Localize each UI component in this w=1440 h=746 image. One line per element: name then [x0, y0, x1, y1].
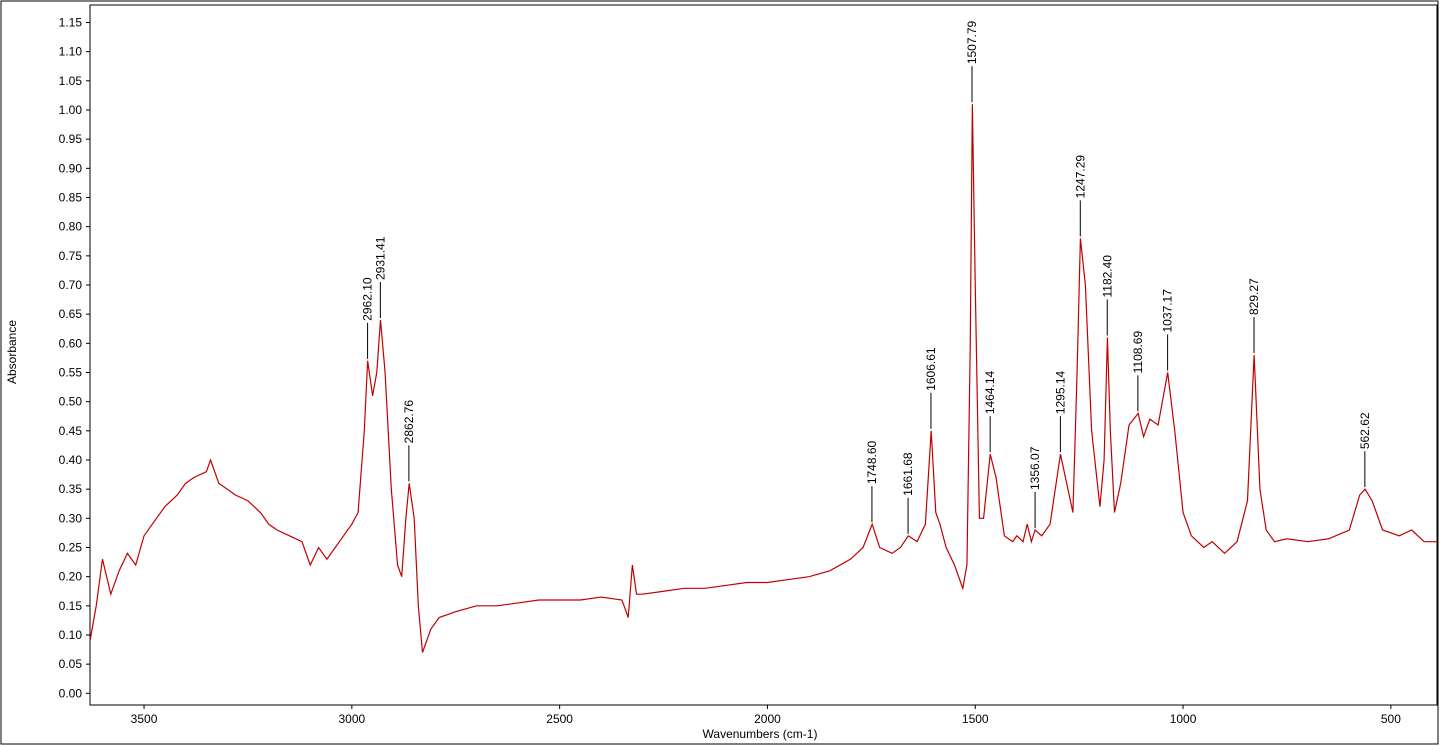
- peak-label: 1182.40: [1100, 255, 1114, 298]
- y-tick-label: 0.10: [59, 628, 83, 642]
- peak-label: 1108.69: [1131, 331, 1145, 374]
- x-tick-label: 2000: [754, 712, 781, 726]
- y-axis-label: Absorbance: [5, 320, 19, 384]
- y-tick-label: 0.65: [59, 307, 83, 321]
- x-tick-label: 3000: [338, 712, 365, 726]
- peak-label: 1356.07: [1028, 446, 1042, 490]
- y-tick-label: 0.35: [59, 482, 83, 496]
- peak-label: 829.27: [1247, 278, 1261, 315]
- y-tick-label: 0.45: [59, 424, 83, 438]
- x-tick-label: 1500: [962, 712, 989, 726]
- y-tick-label: 0.75: [59, 249, 83, 263]
- peak-label: 1037.17: [1161, 289, 1175, 333]
- y-tick-label: 1.00: [59, 103, 83, 117]
- y-tick-label: 1.05: [59, 74, 83, 88]
- peak-label: 2862.76: [402, 400, 416, 444]
- x-tick-label: 1000: [1170, 712, 1197, 726]
- peak-label: 1661.68: [901, 452, 915, 496]
- y-tick-label: 1.15: [59, 16, 83, 30]
- peak-label: 2931.41: [373, 236, 387, 280]
- peak-label: 2962.10: [361, 277, 375, 321]
- peak-label: 1295.14: [1053, 370, 1067, 414]
- x-tick-label: 2500: [546, 712, 573, 726]
- y-tick-label: 0.00: [59, 686, 83, 700]
- peak-label: 1464.14: [983, 370, 997, 414]
- peak-label: 1606.61: [924, 347, 938, 391]
- y-tick-label: 0.50: [59, 395, 83, 409]
- y-tick-label: 0.80: [59, 220, 83, 234]
- y-tick-label: 0.15: [59, 599, 83, 613]
- y-tick-label: 0.05: [59, 657, 83, 671]
- x-axis-label: Wavenumbers (cm-1): [703, 727, 818, 741]
- y-tick-label: 0.30: [59, 511, 83, 525]
- y-tick-label: 0.25: [59, 541, 83, 555]
- y-tick-label: 0.95: [59, 132, 83, 146]
- peak-label: 1507.79: [965, 20, 979, 64]
- y-tick-label: 0.70: [59, 278, 83, 292]
- y-tick-label: 0.55: [59, 366, 83, 380]
- peak-label: 562.62: [1358, 412, 1372, 449]
- y-tick-label: 0.90: [59, 161, 83, 175]
- y-tick-label: 0.85: [59, 191, 83, 205]
- x-tick-label: 3500: [131, 712, 158, 726]
- y-tick-label: 0.20: [59, 570, 83, 584]
- spectrum-line: [89, 104, 1437, 653]
- peak-label: 1748.60: [865, 440, 879, 484]
- peak-label: 1247.29: [1073, 155, 1087, 199]
- y-tick-label: 1.10: [59, 45, 83, 59]
- plot-frame: [89, 4, 1438, 706]
- x-tick-label: 500: [1381, 712, 1401, 726]
- y-tick-label: 0.40: [59, 453, 83, 467]
- y-tick-label: 0.60: [59, 336, 83, 350]
